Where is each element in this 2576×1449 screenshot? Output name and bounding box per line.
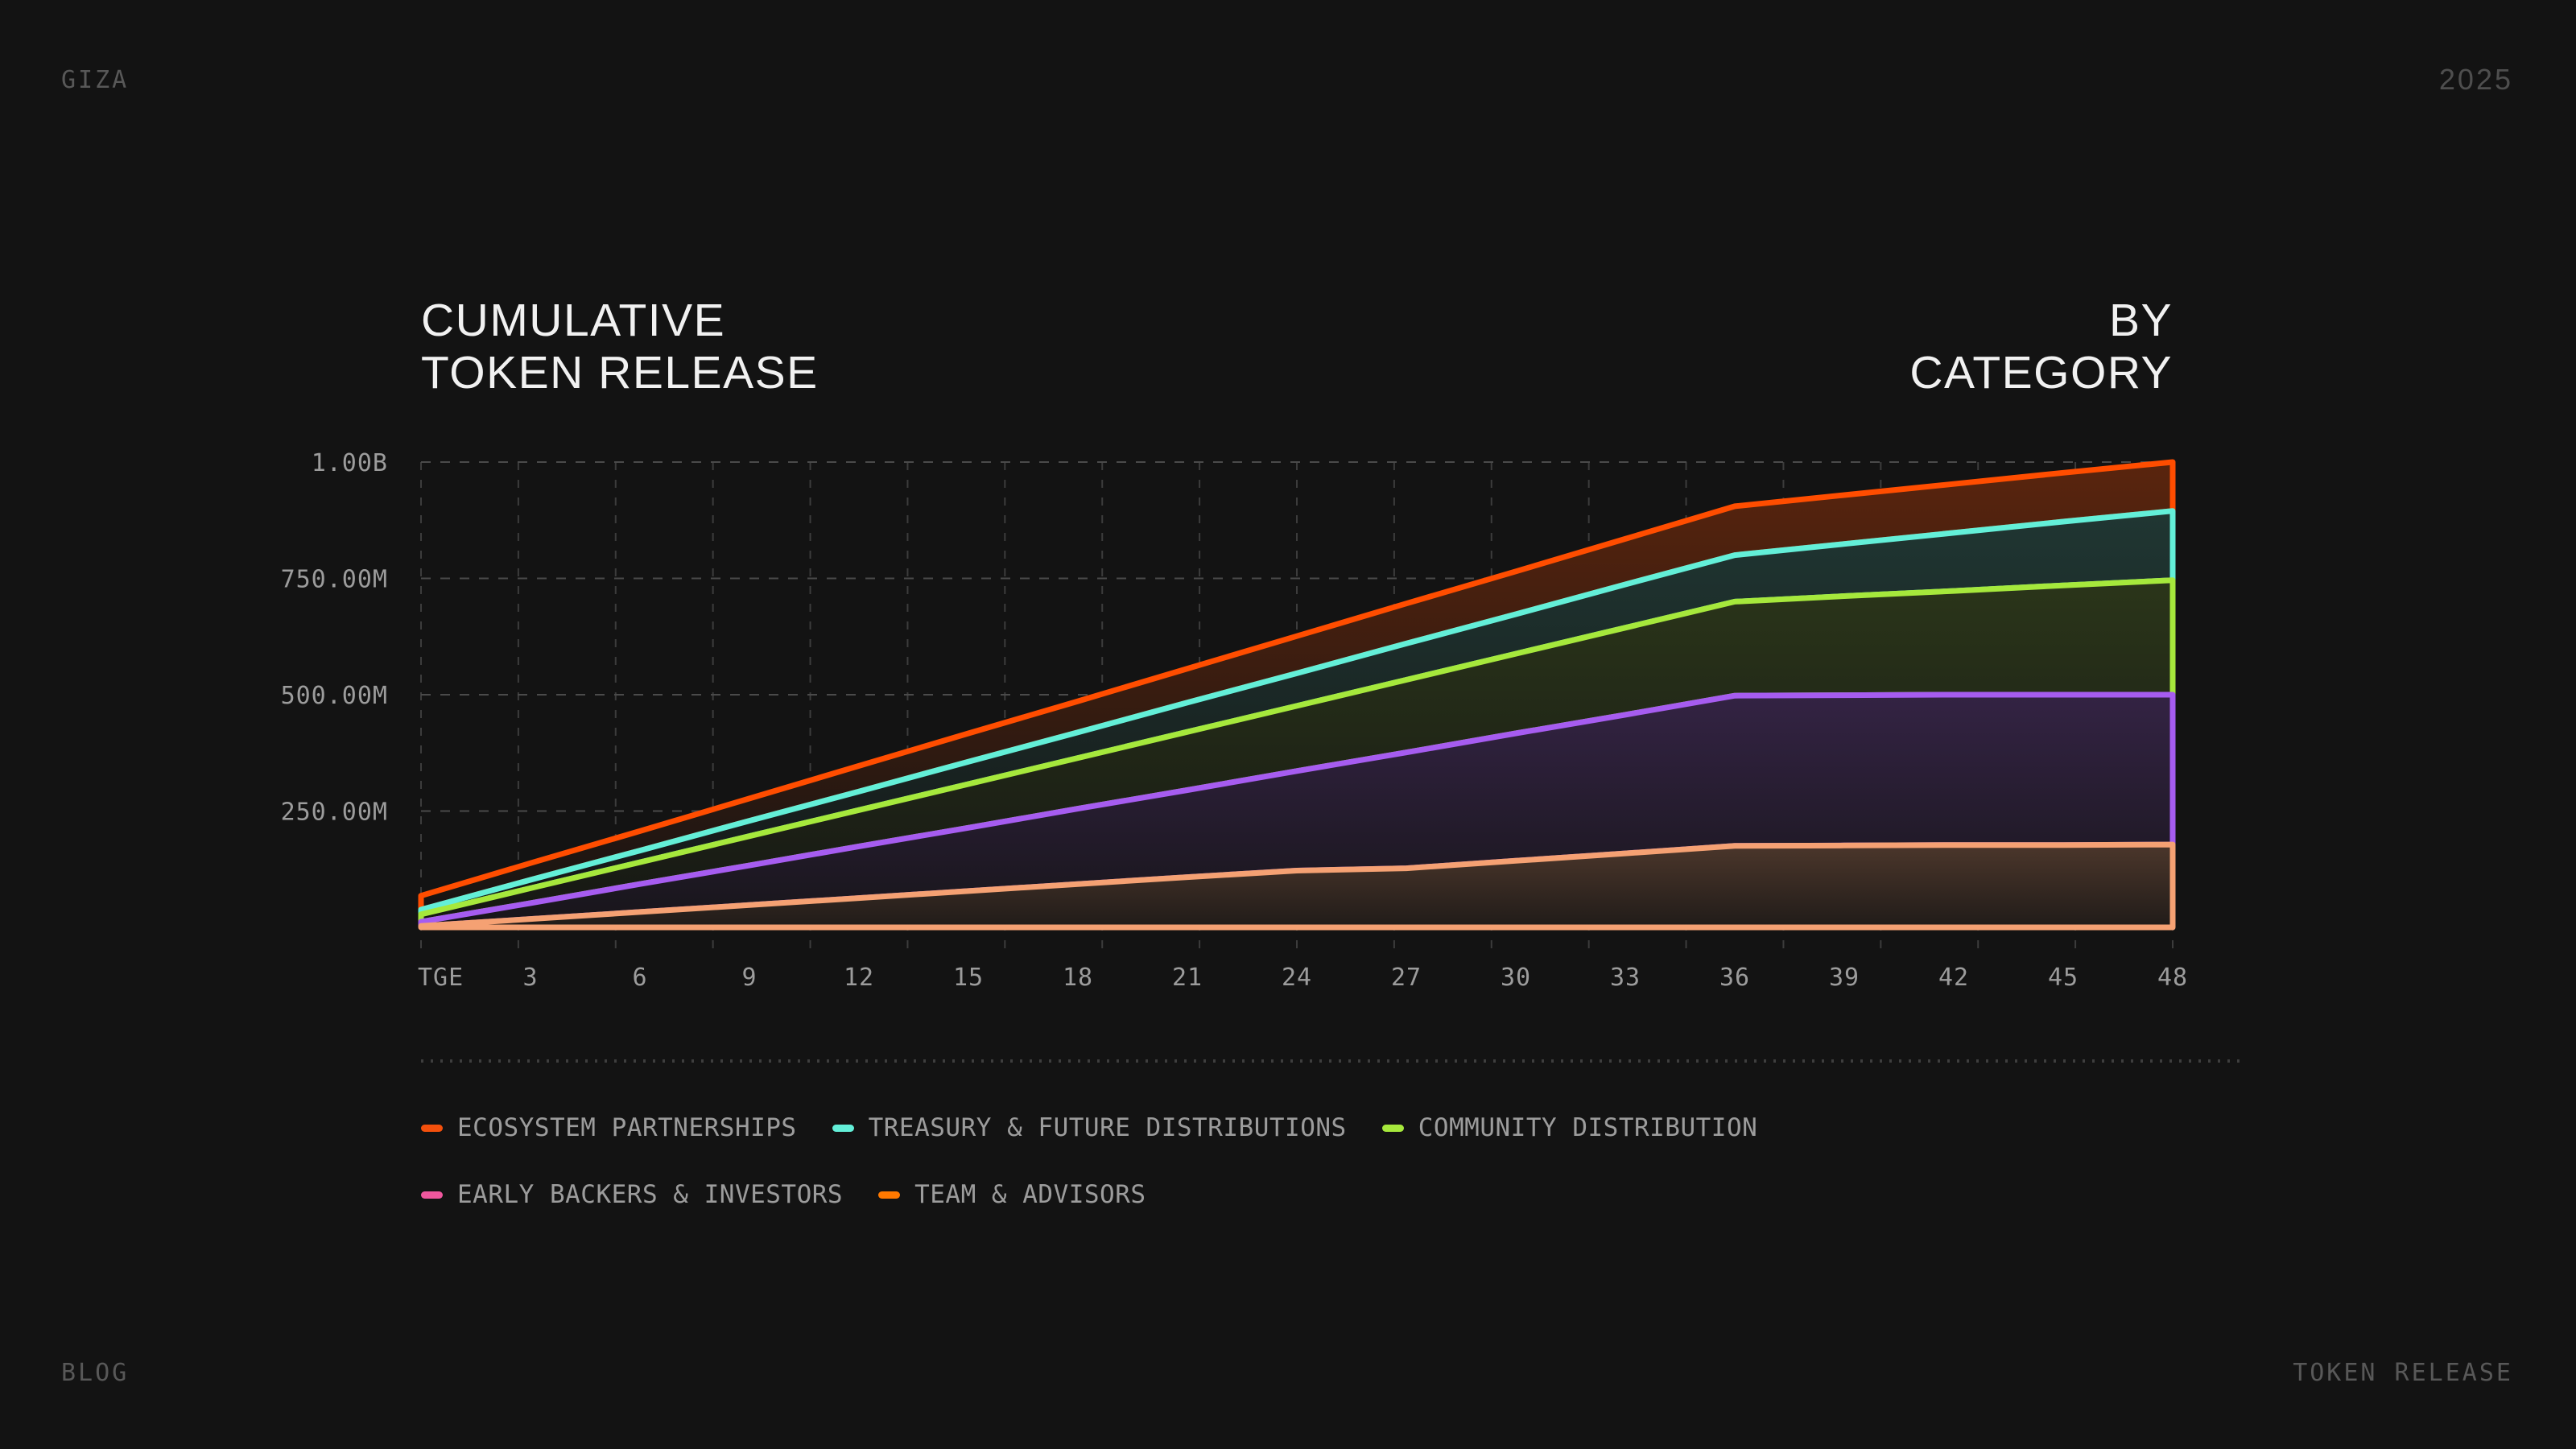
legend-item-early-backers-investors: EARLY BACKERS & INVESTORS <box>421 1180 843 1209</box>
x-tick-label-9: 9 <box>741 964 757 992</box>
area-team-advisors <box>418 841 2176 931</box>
legend-label-team-advisors: TEAM & ADVISORS <box>914 1180 1146 1209</box>
y-tick-label-750: 750.00M <box>281 566 388 594</box>
legend-item-ecosystem-partnerships: ECOSYSTEM PARTNERSHIPS <box>421 1113 797 1142</box>
x-tick-label-18: 18 <box>1063 964 1093 992</box>
legend-item-team-advisors: TEAM & ADVISORS <box>878 1180 1146 1209</box>
chart-legend: ECOSYSTEM PARTNERSHIPS TREASURY & FUTURE … <box>421 1113 2248 1247</box>
x-tick-label-45: 45 <box>2048 964 2079 992</box>
x-tick-label-30: 30 <box>1501 964 1531 992</box>
legend-label-treasury-future-distributions: TREASURY & FUTURE DISTRIBUTIONS <box>868 1113 1347 1142</box>
legend-label-ecosystem-partnerships: ECOSYSTEM PARTNERSHIPS <box>457 1113 797 1142</box>
x-tick-label-48: 48 <box>2157 964 2188 992</box>
legend-item-treasury-future-distributions: TREASURY & FUTURE DISTRIBUTIONS <box>832 1113 1347 1142</box>
x-tick-label-15: 15 <box>953 964 984 992</box>
x-tick-label-3: 3 <box>522 964 538 992</box>
footer-token-release-label: TOKEN RELEASE <box>2293 1359 2513 1387</box>
chart-title-left: CUMULATIVE TOKEN RELEASE <box>421 295 819 398</box>
footer-blog-label: BLOG <box>61 1359 130 1387</box>
y-tick-label-1000: 1.00B <box>312 449 388 477</box>
year-label: 2025 <box>2438 63 2513 96</box>
x-tick-label-24: 24 <box>1282 964 1312 992</box>
legend-label-early-backers-investors: EARLY BACKERS & INVESTORS <box>457 1180 844 1209</box>
legend-row-1: ECOSYSTEM PARTNERSHIPS TREASURY & FUTURE … <box>421 1113 2248 1142</box>
legend-label-community-distribution: COMMUNITY DISTRIBUTION <box>1418 1113 1758 1142</box>
x-tick-label-36: 36 <box>1719 964 1750 992</box>
brand-label: GIZA <box>61 66 130 94</box>
legend-item-community-distribution: COMMUNITY DISTRIBUTION <box>1381 1113 1758 1142</box>
legend-swatch-treasury-future-distributions <box>832 1124 854 1132</box>
area-bands <box>418 459 2176 931</box>
x-tick-label-27: 27 <box>1391 964 1422 992</box>
x-tick-label-12: 12 <box>844 964 874 992</box>
x-tick-label-33: 33 <box>1610 964 1641 992</box>
legend-row-2: EARLY BACKERS & INVESTORS TEAM & ADVISORS <box>421 1180 2248 1209</box>
x-tick-label-TGE: TGE <box>418 964 464 992</box>
legend-swatch-community-distribution <box>1381 1124 1404 1132</box>
x-tick-label-42: 42 <box>1938 964 1969 992</box>
y-tick-label-500: 500.00M <box>281 682 388 710</box>
legend-swatch-ecosystem-partnerships <box>421 1124 443 1132</box>
legend-swatch-early-backers-investors <box>421 1191 443 1199</box>
legend-swatch-team-advisors <box>878 1191 901 1199</box>
x-tick-label-6: 6 <box>632 964 647 992</box>
x-tick-label-39: 39 <box>1829 964 1860 992</box>
x-tick-label-21: 21 <box>1172 964 1203 992</box>
chart-title-right: BY CATEGORY <box>1909 295 2173 398</box>
y-tick-label-250: 250.00M <box>281 799 388 827</box>
